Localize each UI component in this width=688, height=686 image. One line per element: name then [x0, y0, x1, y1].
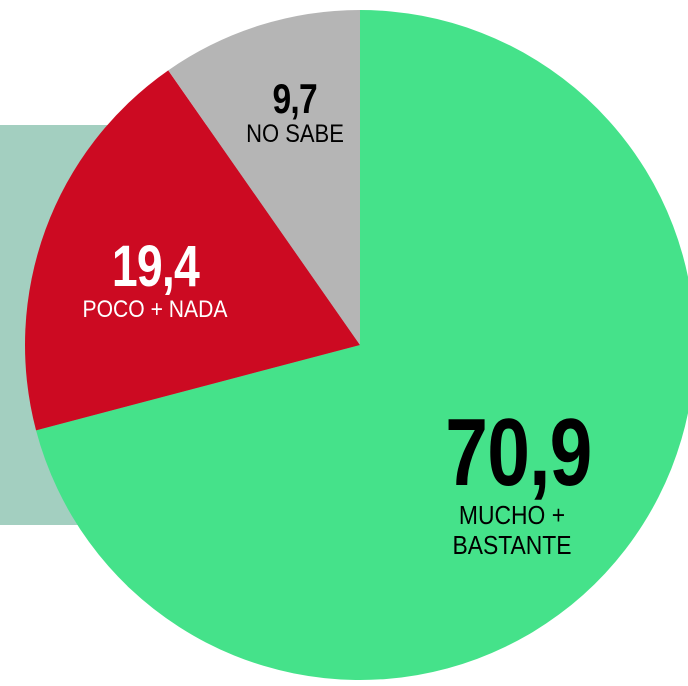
value-label: 70,9	[445, 399, 592, 506]
category-label: POCO + NADA	[82, 296, 228, 323]
value-label-row: 9,7	[215, 78, 375, 120]
pie-slice	[168, 10, 360, 345]
value-label: 9,7	[272, 75, 318, 122]
slice-label: 70,9 MUCHO + BASTANTE	[427, 405, 597, 561]
slice-label: 9,7 NO SABE	[215, 78, 375, 149]
pie-slice	[36, 10, 688, 680]
slice-label: 19,4 POCO + NADA	[35, 238, 275, 324]
value-label-row: 70,9	[427, 405, 597, 501]
value-label-row: 19,4	[35, 238, 275, 296]
category-label: NO SABE	[246, 120, 344, 148]
pie-slice	[25, 70, 360, 431]
value-label: 19,4	[111, 234, 199, 299]
category-label: MUCHO + BASTANTE	[452, 500, 572, 560]
